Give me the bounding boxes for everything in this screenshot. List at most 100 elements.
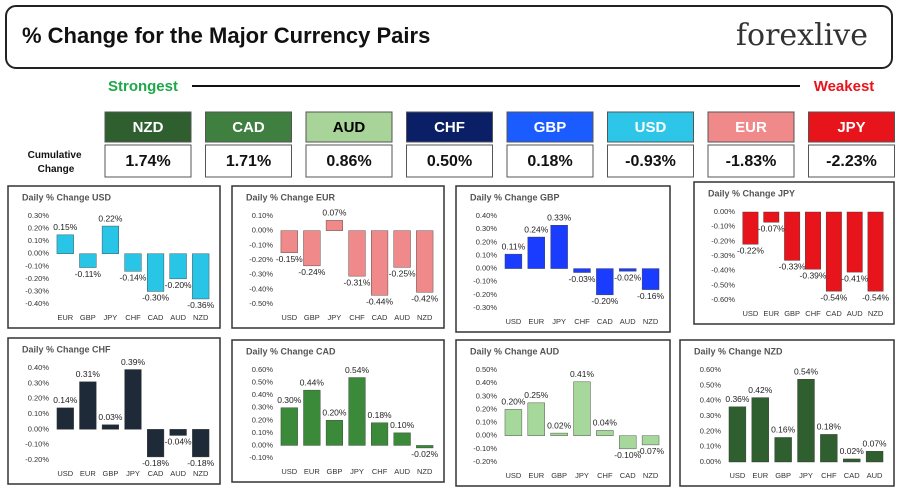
bar	[527, 236, 545, 269]
bar	[393, 432, 411, 446]
value-box	[406, 144, 493, 178]
value-label: 0.39%	[121, 357, 146, 367]
value-label: 0.20%	[501, 397, 526, 407]
x-tick-label: NZD	[417, 313, 433, 322]
x-tick-label: CAD	[597, 317, 613, 326]
value-box	[607, 144, 694, 178]
x-tick-label: GBP	[327, 467, 343, 476]
value-label: -0.15%	[276, 254, 303, 264]
chart-title: Daily % Change GBP	[470, 192, 560, 202]
bar	[303, 389, 321, 446]
x-tick-label: GBP	[80, 313, 96, 322]
x-tick-label: CAD	[148, 313, 164, 322]
y-tick-label: -0.30%	[711, 251, 735, 260]
value-label: -0.03%	[569, 274, 596, 284]
bar	[325, 220, 343, 231]
y-tick-label: 0.60%	[252, 365, 274, 374]
bar	[619, 268, 637, 272]
x-tick-label: AUD	[394, 467, 410, 476]
chart-title: Daily % Change CHF	[22, 344, 111, 354]
y-tick-label: 0.20%	[252, 415, 274, 424]
y-tick-label: 0.10%	[28, 409, 50, 418]
x-tick-label: NZD	[643, 317, 659, 326]
value-label: 0.02%	[547, 420, 572, 430]
y-tick-label: -0.50%	[249, 299, 273, 308]
currency-change: -0.93%	[625, 153, 676, 170]
currency-box	[104, 111, 192, 143]
chart-panel: Daily % Change CAD0.60%0.50%0.40%0.30%0.…	[231, 339, 445, 483]
value-label: 0.10%	[390, 420, 415, 430]
value-label: -0.02%	[411, 449, 438, 459]
bar	[504, 409, 523, 436]
chart-panel: Daily % Change CHF0.40%0.30%0.20%0.10%0.…	[7, 337, 221, 485]
y-tick-label: -0.10%	[473, 444, 497, 453]
row-label: Cumulative Change	[28, 150, 85, 175]
x-tick-label: CAD	[826, 309, 842, 318]
bar	[303, 230, 321, 267]
y-tick-label: -0.40%	[249, 284, 273, 293]
value-label: 0.25%	[524, 390, 549, 400]
y-tick-label: -0.40%	[25, 299, 49, 308]
x-tick-label: USD	[506, 471, 522, 480]
currency-name: GBP	[534, 119, 567, 136]
y-tick-label: 0.20%	[28, 394, 50, 403]
value-label: -0.41%	[841, 273, 868, 283]
x-tick-label: JPY	[552, 317, 566, 326]
bar	[846, 211, 863, 273]
bar	[843, 458, 861, 463]
bar	[641, 268, 660, 290]
y-tick-label: 0.10%	[476, 418, 498, 427]
currency-box	[406, 111, 493, 143]
currency-box	[607, 111, 694, 143]
page-title: % Change for the Major Currency Pairs	[22, 23, 430, 48]
y-tick-label: 0.00%	[252, 226, 274, 235]
value-label: 0.42%	[748, 385, 773, 395]
value-label: 0.54%	[794, 366, 819, 376]
y-tick-label: -0.10%	[25, 440, 49, 449]
x-tick-label: JPY	[799, 471, 813, 480]
bar	[416, 445, 434, 449]
y-tick-label: 0.30%	[28, 211, 50, 220]
value-label: 0.33%	[547, 212, 572, 222]
bar	[774, 437, 792, 463]
bar	[169, 253, 187, 280]
value-label: -0.07%	[758, 224, 785, 234]
bar	[820, 434, 838, 463]
value-box	[205, 144, 292, 178]
value-label: 0.44%	[300, 377, 325, 387]
bar	[763, 211, 780, 223]
header-box	[5, 5, 893, 69]
value-label: 0.07%	[322, 208, 347, 218]
value-box	[506, 144, 594, 178]
bar	[56, 234, 74, 254]
y-tick-label: 0.40%	[476, 211, 498, 220]
y-tick-label: 0.00%	[28, 249, 50, 258]
y-tick-label: -0.40%	[711, 266, 735, 275]
y-tick-label: 0.00%	[476, 264, 498, 273]
bar	[325, 420, 343, 446]
x-tick-label: EUR	[763, 309, 779, 318]
chart-title: Daily % Change JPY	[708, 188, 795, 198]
chart-panel: Daily % Change GBP 0.40% 0.30% 0.20% 0.10% 0.…	[455, 185, 671, 333]
bar	[527, 402, 545, 436]
x-tick-label: CHF	[821, 471, 837, 480]
y-tick-label: 0.60%	[700, 365, 722, 374]
y-tick-label: 0.20%	[476, 237, 498, 246]
value-label: 0.11%	[502, 241, 526, 251]
value-label: 0.22%	[98, 213, 123, 223]
bar	[79, 253, 97, 268]
x-tick-label: GBP	[775, 471, 791, 480]
bar	[101, 424, 119, 430]
value-label: 0.03%	[98, 412, 123, 422]
currency-box	[808, 111, 895, 143]
bar	[550, 225, 568, 269]
bar	[504, 253, 523, 269]
x-tick-label: EUR	[57, 313, 73, 322]
bar	[79, 381, 97, 430]
value-label: -0.20%	[591, 296, 618, 306]
bar	[867, 211, 884, 292]
currency-name: AUD	[333, 119, 366, 136]
y-tick-label: 0.30%	[700, 411, 722, 420]
y-tick-label: 0.50%	[700, 380, 722, 389]
currency-change: 0.50%	[427, 153, 472, 170]
